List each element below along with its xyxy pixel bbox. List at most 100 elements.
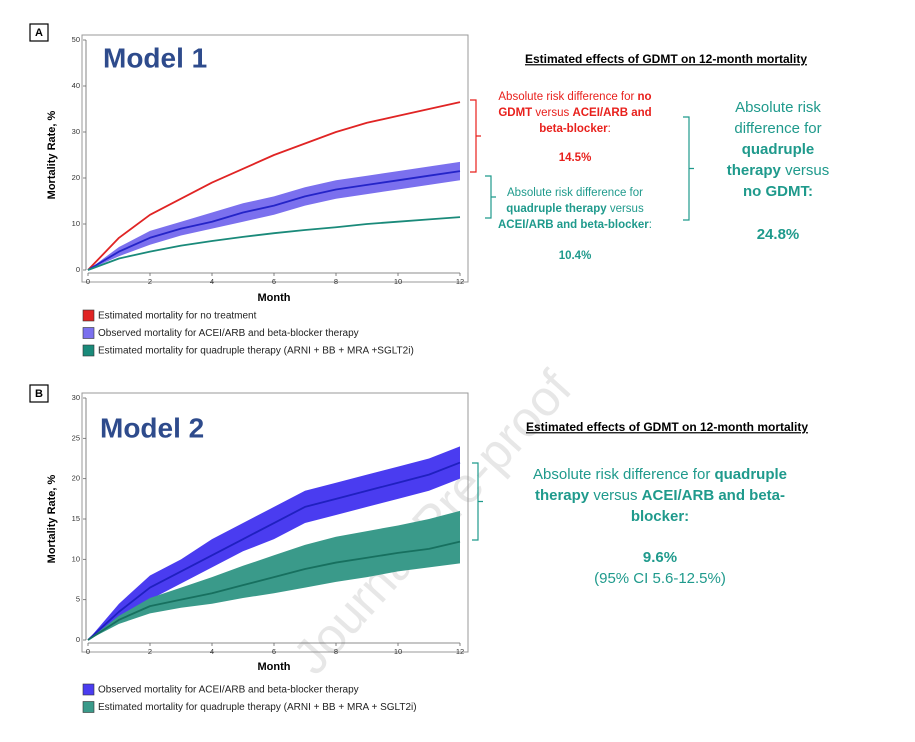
plot-frame bbox=[81, 392, 469, 653]
series-line bbox=[87, 540, 461, 641]
legend-label: Estimated mortality for no treatment bbox=[98, 311, 257, 322]
annotation-run: GDMT bbox=[498, 107, 532, 119]
x-tick-label: 10 bbox=[394, 647, 402, 656]
panel-label: B bbox=[35, 388, 43, 400]
annotation-line: no GDMT: bbox=[743, 183, 813, 200]
chart-title: Model 1 bbox=[103, 42, 207, 73]
annotation-run: therapy bbox=[727, 162, 782, 179]
x-tick-label: 12 bbox=[456, 647, 464, 656]
annotation-run: versus bbox=[607, 203, 644, 215]
legend-swatch bbox=[82, 683, 95, 696]
annotation-line: Absolute risk bbox=[735, 99, 821, 116]
panel-label-box bbox=[29, 23, 49, 42]
x-tick-label: 6 bbox=[272, 647, 276, 656]
annotation-heading: Estimated effects of GDMT on 12-month mo… bbox=[526, 420, 808, 434]
series-line bbox=[87, 170, 461, 271]
x-tick-label: 8 bbox=[334, 647, 338, 656]
annotation-line: 24.8% bbox=[757, 226, 800, 243]
y-tick-label: 30 bbox=[72, 127, 80, 136]
y-axis-label: Mortality Rate, % bbox=[46, 474, 58, 563]
annotation-run: no GDMT: bbox=[743, 183, 813, 200]
legend-label: Observed mortality for ACEI/ARB and beta… bbox=[98, 685, 359, 696]
series-line bbox=[87, 216, 461, 271]
annotation-line: quadruple bbox=[742, 141, 815, 158]
legend-swatch bbox=[82, 701, 95, 713]
annotation-run: 9.6% bbox=[643, 549, 677, 566]
annotation-line: GDMT versus ACEI/ARB and bbox=[498, 107, 651, 119]
y-axis-label: Mortality Rate, % bbox=[46, 110, 58, 199]
annotation-line: difference for bbox=[734, 120, 821, 137]
x-tick-label: 4 bbox=[210, 277, 214, 286]
annotation-line: Absolute risk difference for quadruple bbox=[533, 466, 787, 483]
annotation-run: 10.4% bbox=[559, 250, 592, 262]
legend-label: Observed mortality for ACEI/ARB and beta… bbox=[98, 328, 359, 339]
y-tick-label: 0 bbox=[76, 265, 80, 274]
annotation-run: quadruple therapy bbox=[506, 203, 607, 215]
annotation-line: 9.6% bbox=[643, 549, 677, 566]
annotation-run: quadruple bbox=[714, 466, 787, 483]
y-tick-label: 25 bbox=[72, 433, 80, 442]
annotation-line: blocker: bbox=[631, 508, 689, 525]
x-axis-label: Month bbox=[258, 292, 291, 304]
legend-label: Estimated mortality for quadruple therap… bbox=[98, 346, 414, 357]
annotation-run: therapy bbox=[535, 487, 590, 504]
annotation-run: Absolute risk difference for bbox=[507, 187, 643, 199]
annotation-run: no bbox=[638, 91, 652, 103]
x-tick-label: 2 bbox=[148, 277, 152, 286]
annotation-heading: Estimated effects of GDMT on 12-month mo… bbox=[525, 52, 807, 66]
annotation-run: Absolute risk difference for bbox=[533, 466, 714, 483]
annotation-line: Absolute risk difference for no bbox=[498, 91, 651, 103]
annotation-line: quadruple therapy versus bbox=[506, 203, 644, 215]
annotation-line: 14.5% bbox=[559, 152, 592, 164]
annotation-run: versus bbox=[589, 487, 642, 504]
annotation-run: (95% CI 5.6-12.5%) bbox=[594, 570, 726, 587]
annotation-line: therapy versus ACEI/ARB and beta- bbox=[535, 487, 785, 504]
bracket bbox=[683, 116, 694, 221]
annotation-run: ACEI/ARB and beta-blocker bbox=[498, 219, 649, 231]
plot-frame bbox=[81, 34, 469, 283]
annotation-line: (95% CI 5.6-12.5%) bbox=[594, 570, 726, 587]
y-tick-label: 10 bbox=[72, 554, 80, 563]
y-tick-label: 5 bbox=[76, 595, 80, 604]
annotation-line: therapy versus bbox=[727, 162, 830, 179]
annotation-run: Absolute risk difference for bbox=[498, 91, 637, 103]
annotation-run: Absolute risk bbox=[735, 99, 821, 116]
annotation-run: difference for bbox=[734, 120, 821, 137]
annotation-run: ACEI/ARB and beta- bbox=[642, 487, 785, 504]
x-tick-label: 4 bbox=[210, 647, 214, 656]
legend-swatch bbox=[82, 344, 95, 357]
y-tick-label: 0 bbox=[76, 635, 80, 644]
bracket bbox=[485, 175, 496, 219]
x-tick-label: 0 bbox=[86, 277, 90, 286]
x-axis-label: Month bbox=[258, 661, 291, 673]
annotation-line: ACEI/ARB and beta-blocker: bbox=[498, 219, 652, 231]
y-tick-label: 40 bbox=[72, 81, 80, 90]
confidence-band bbox=[88, 446, 460, 640]
legend-label: Estimated mortality for quadruple therap… bbox=[98, 702, 417, 713]
annotation-run: ACEI/ARB and bbox=[572, 107, 651, 119]
bracket bbox=[470, 99, 481, 173]
x-tick-label: 6 bbox=[272, 277, 276, 286]
y-tick-label: 20 bbox=[72, 474, 80, 483]
annotation-run: beta-blocker bbox=[539, 123, 608, 135]
x-tick-label: 0 bbox=[86, 647, 90, 656]
annotation-run: 24.8% bbox=[757, 226, 800, 243]
y-tick-label: 10 bbox=[72, 219, 80, 228]
panel-label-box bbox=[29, 384, 49, 403]
series-line bbox=[87, 101, 461, 271]
annotation-line: 10.4% bbox=[559, 250, 592, 262]
annotation-run: blocker: bbox=[631, 508, 689, 525]
bracket bbox=[472, 462, 483, 541]
y-tick-label: 30 bbox=[72, 393, 80, 402]
annotation-run: versus bbox=[781, 162, 829, 179]
x-tick-label: 12 bbox=[456, 277, 464, 286]
x-tick-label: 2 bbox=[148, 647, 152, 656]
annotation-run: quadruple bbox=[742, 141, 815, 158]
confidence-band bbox=[88, 161, 460, 270]
annotation-run: versus bbox=[532, 107, 572, 119]
annotation-run: 14.5% bbox=[559, 152, 592, 164]
panel-label: A bbox=[35, 27, 43, 39]
chart-title: Model 2 bbox=[100, 412, 204, 443]
series-line bbox=[87, 461, 461, 641]
